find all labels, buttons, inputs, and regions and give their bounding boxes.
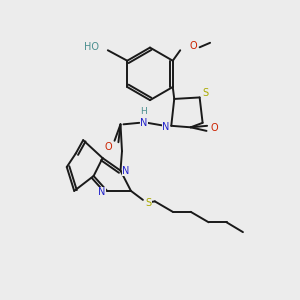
Text: N: N [162,122,169,132]
Text: HO: HO [84,42,99,52]
Text: O: O [211,123,218,133]
Text: O: O [190,41,197,51]
Text: N: N [122,166,130,176]
Text: O: O [105,142,112,152]
Text: N: N [98,188,105,197]
Text: N: N [140,118,148,128]
Text: S: S [202,88,208,98]
Text: H: H [140,107,147,116]
Text: S: S [145,198,151,208]
